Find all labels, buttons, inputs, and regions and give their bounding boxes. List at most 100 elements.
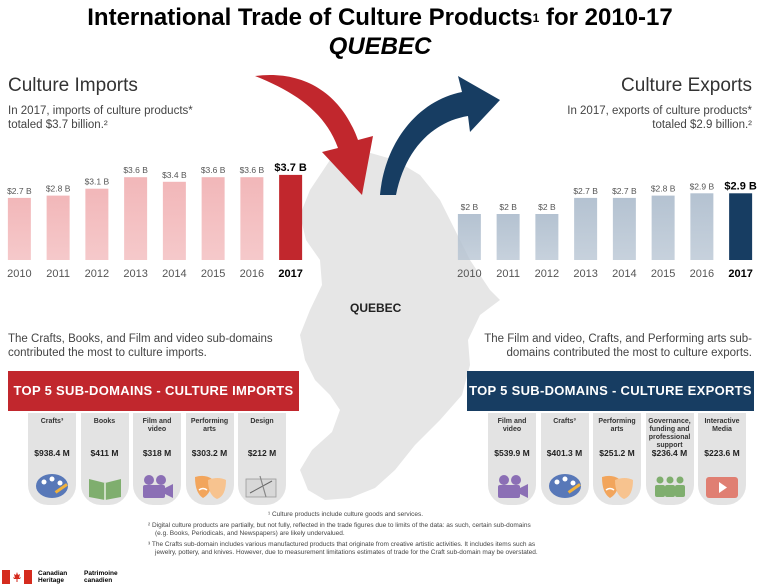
exports-top5-banner: TOP 5 SUB-DOMAINS - CULTURE EXPORTS (467, 371, 754, 411)
exports-heading: Culture Exports (621, 75, 752, 96)
imports-top5-banner: TOP 5 SUB-DOMAINS - CULTURE IMPORTS (8, 371, 299, 411)
exports-bar (612, 197, 636, 260)
people-icon (654, 476, 685, 497)
theatre-masks-icon (194, 475, 226, 499)
imports-bar (7, 197, 31, 260)
canada-flag-icon (2, 570, 32, 584)
exports-year-label: 2015 (651, 268, 675, 280)
exports-contribution-text: The Film and video, Crafts, and Performi… (484, 333, 752, 359)
imports-bar (124, 177, 148, 260)
imports-value-label: $3.4 B (162, 170, 187, 180)
drafting-icon (245, 475, 277, 498)
imports-year-label: 2016 (240, 268, 264, 280)
subdomain-name: Film and video (497, 418, 527, 433)
subdomain-name: Film and video (142, 418, 172, 433)
palette-icon (36, 474, 68, 498)
subdomain-value: $212 M (247, 448, 277, 458)
imports-value-label: $3.6 B (201, 165, 226, 175)
footnote-3a: ³ The Crafts sub-domain includes various… (148, 541, 536, 548)
subdomain-name: Crafts³ (553, 418, 576, 425)
imports-subdomain-cards: Crafts³ $938.4 M Books $411 M Film and video… (28, 413, 286, 505)
subdomain-value: $318 M (142, 448, 172, 458)
footnote-2a: ² Digital culture products are partially… (148, 522, 531, 529)
exports-subdomain-card: Governance, funding and professional sup… (645, 413, 694, 505)
map-label: QUEBEC (350, 301, 402, 315)
imports-year-label: 2014 (162, 268, 186, 280)
imports-year-label: 2013 (123, 268, 147, 280)
imports-value-label: $3.7 B (274, 162, 306, 174)
exports-year-label: 2013 (573, 268, 597, 280)
imports-value-label: $2.8 B (46, 184, 71, 194)
imports-subdomain-card: Crafts³ $938.4 M (28, 413, 76, 505)
exports-value-label: $2 B (538, 202, 556, 212)
imports-bar (201, 177, 225, 260)
imports-bar (240, 177, 264, 260)
palette-icon (548, 474, 581, 498)
imports-subdomain-card: Books $411 M (80, 413, 129, 505)
exports-year-label: 2017 (728, 268, 752, 280)
import-arrow (255, 74, 373, 195)
subdomain-name: Performing arts (190, 418, 229, 433)
imports-subdomain-card: Performing arts $303.2 M (185, 413, 234, 505)
subdomain-value: $401.3 M (546, 448, 583, 458)
logo-english: Canadian Heritage (38, 570, 68, 584)
quebec-silhouette (300, 150, 500, 500)
footnote-1: ¹ Culture products include culture goods… (268, 511, 423, 518)
imports-bar-chart: $2.7 B 2010 $2.8 B 2011 $3.1 B 2012 $3.6 B 2013… (7, 162, 307, 280)
imports-bar (85, 188, 109, 260)
imports-year-label: 2012 (85, 268, 109, 280)
footnote-2b: (e.g. Books, Periodicals, and Newspapers… (155, 530, 345, 537)
exports-year-label: 2016 (690, 268, 714, 280)
exports-bar (690, 193, 714, 260)
exports-value-label: $2.9 B (724, 180, 756, 192)
subdomain-name: Performing arts (598, 418, 636, 433)
subdomain-value: $223.6 M (704, 448, 740, 458)
imports-year-label: 2015 (201, 268, 225, 280)
imports-subdomain-card: Design $212 M (238, 413, 286, 505)
export-arrow (380, 76, 500, 195)
exports-bar (457, 214, 481, 260)
exports-subdomain-card: Film and video $539.9 M (488, 413, 536, 505)
exports-bar (651, 195, 675, 260)
subdomain-value: $411 M (90, 448, 119, 458)
imports-value-label: $3.6 B (240, 165, 265, 175)
exports-value-label: $2 B (461, 202, 479, 212)
exports-value-label: $2.7 B (573, 186, 598, 196)
imports-bar (162, 181, 186, 260)
subdomain-name: Governance, funding and professional sup… (648, 418, 691, 449)
subdomain-name: Crafts³ (40, 418, 64, 425)
exports-subdomain-cards: Film and video $539.9 M Crafts³ $401.3 M Per… (488, 413, 746, 505)
exports-bar (729, 193, 753, 260)
imports-subdomain-card: Film and video $318 M (133, 413, 181, 505)
imports-year-label: 2010 (7, 268, 31, 280)
film-camera-icon (143, 475, 173, 498)
subdomain-value: $938.4 M (34, 448, 70, 458)
subdomain-name: Books (93, 418, 116, 425)
imports-year-label: 2017 (278, 268, 302, 280)
exports-year-label: 2010 (457, 268, 481, 280)
subdomain-value: $303.2 M (191, 448, 228, 458)
subdomain-name: Interactive Media (704, 418, 740, 433)
exports-subdomain-card: Performing arts $251.2 M (593, 413, 641, 505)
film-camera-icon (498, 475, 528, 498)
exports-value-label: $2.8 B (651, 184, 676, 194)
page-subtitle: QUEBEC (328, 33, 432, 60)
page-title: International Trade of Culture Products1… (87, 4, 673, 31)
imports-value-label: $3.6 B (123, 165, 148, 175)
logo-french: Patrimoine canadien (84, 570, 118, 584)
play-icon (706, 477, 738, 498)
imports-bar (46, 195, 70, 260)
subdomain-value: $539.9 M (494, 448, 530, 458)
imports-summary: In 2017, imports of culture products* to… (8, 105, 193, 131)
exports-bar-chart: $2 B 2010 $2 B 2011 $2 B 2012 $2.7 B 2013 $2.7 B… (457, 180, 757, 280)
imports-value-label: $3.1 B (85, 177, 110, 187)
exports-year-label: 2011 (496, 268, 520, 280)
exports-bar (535, 214, 559, 260)
subdomain-name: Design (250, 418, 274, 425)
book-icon (88, 479, 121, 500)
exports-subdomain-card: Interactive Media $223.6 M (698, 413, 746, 505)
exports-year-label: 2012 (535, 268, 559, 280)
exports-value-label: $2 B (499, 202, 517, 212)
exports-bar (496, 214, 520, 260)
